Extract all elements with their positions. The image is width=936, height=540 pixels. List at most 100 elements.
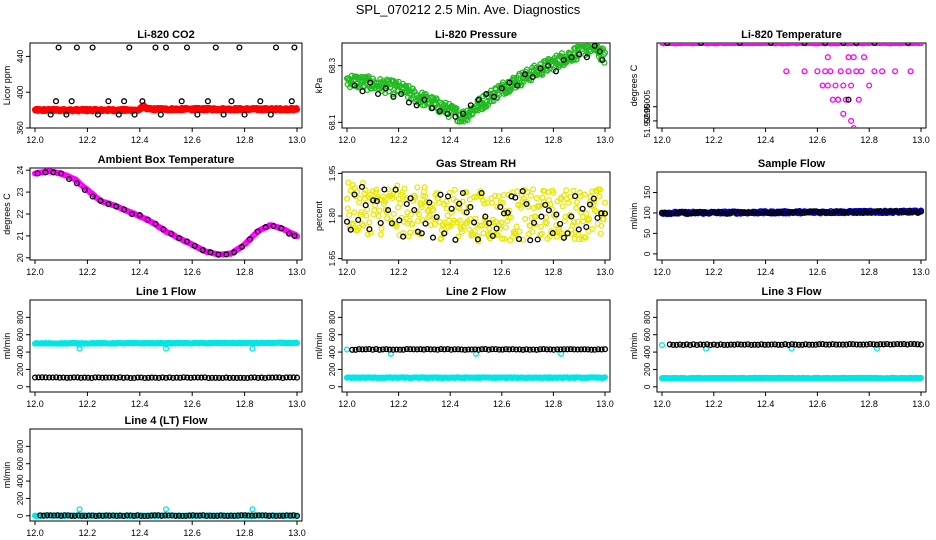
data-point: [693, 209, 700, 216]
data-point: [591, 198, 598, 205]
data-point: [795, 341, 802, 348]
data-point: [836, 208, 843, 215]
data-point: [42, 374, 49, 381]
data-point: [96, 512, 103, 519]
data-point: [725, 210, 732, 217]
data-point: [586, 215, 593, 223]
data-point: [588, 346, 595, 353]
data-point: [467, 204, 474, 211]
data-point: [717, 341, 724, 348]
data-point: [241, 111, 248, 118]
data-point: [265, 374, 272, 381]
data-point: [907, 68, 914, 75]
data-point: [280, 512, 287, 519]
x-tick-label: 13.0: [912, 267, 930, 277]
data-point: [201, 374, 208, 381]
data-point: [172, 512, 179, 519]
plot-area: [343, 179, 609, 245]
data-point: [497, 225, 504, 232]
series-2-5-min-ave: [343, 183, 609, 244]
data-point: [159, 374, 166, 381]
data-point: [247, 374, 255, 381]
y-tick-label: 50: [643, 228, 652, 237]
data-point: [267, 111, 274, 118]
data-point: [572, 193, 579, 200]
data-point: [807, 208, 814, 215]
data-point: [396, 217, 403, 224]
data-point: [576, 51, 583, 58]
data-point: [601, 210, 609, 217]
data-point: [900, 341, 908, 348]
data-point: [845, 96, 852, 103]
data-point: [453, 105, 460, 112]
data-point: [343, 195, 351, 202]
plot-frame: [29, 167, 303, 261]
data-point: [693, 341, 700, 349]
data-point: [393, 223, 400, 230]
data-point: [50, 169, 57, 176]
data-point: [460, 110, 467, 117]
x-tick-label: 12.6: [183, 528, 201, 538]
data-point: [474, 236, 481, 243]
data-point: [231, 512, 238, 519]
data-point: [81, 374, 88, 381]
data-point: [290, 374, 297, 381]
y-tick-label: 200: [16, 362, 25, 376]
data-point: [529, 228, 536, 235]
data-point: [534, 236, 541, 243]
data-point: [454, 203, 461, 210]
data-point: [121, 98, 128, 105]
data-point: [877, 341, 884, 348]
x-tick-label: 12.0: [653, 399, 671, 409]
data-point: [49, 374, 56, 381]
data-point: [587, 43, 592, 44]
data-point: [166, 374, 173, 381]
data-point: [424, 346, 431, 353]
plot-area: [658, 340, 925, 382]
data-point: [373, 186, 380, 193]
data-point: [740, 209, 747, 216]
data-point: [581, 346, 588, 353]
y-axis-label: Licor ppm: [2, 66, 12, 106]
data-point: [574, 346, 581, 353]
data-point: [422, 220, 429, 227]
data-point: [502, 224, 509, 231]
data-point: [697, 43, 704, 47]
data-point: [178, 98, 185, 105]
data-point: [816, 341, 823, 348]
y-tick-label: 800: [328, 310, 337, 324]
data-point: [578, 346, 585, 353]
data-point: [430, 206, 437, 213]
x-tick-label: 12.0: [653, 135, 671, 145]
data-point: [105, 98, 112, 105]
data-point: [346, 212, 353, 219]
data-point: [496, 346, 503, 353]
data-point: [883, 208, 890, 215]
data-point: [54, 512, 61, 519]
data-point: [85, 512, 92, 519]
data-point: [290, 512, 297, 519]
data-point: [786, 208, 794, 215]
data-point: [536, 203, 543, 210]
data-point: [819, 341, 826, 348]
data-point: [711, 208, 718, 215]
data-point: [230, 374, 237, 381]
data-point: [444, 346, 451, 353]
data-point: [46, 374, 53, 381]
data-point: [836, 341, 843, 348]
data-point: [917, 341, 925, 348]
y-tick-label: 0: [643, 384, 652, 389]
plot-frame: [656, 42, 927, 129]
data-point: [249, 506, 256, 513]
data-point: [520, 78, 527, 85]
data-point: [420, 346, 427, 353]
y-axis-label: degrees C: [629, 64, 639, 106]
data-point: [443, 198, 450, 205]
data-point: [130, 512, 137, 519]
data-point: [127, 374, 134, 382]
data-point: [360, 222, 367, 229]
data-point: [914, 341, 921, 348]
data-point: [853, 209, 861, 216]
series-spikes: [76, 345, 256, 352]
data-point: [540, 346, 547, 353]
